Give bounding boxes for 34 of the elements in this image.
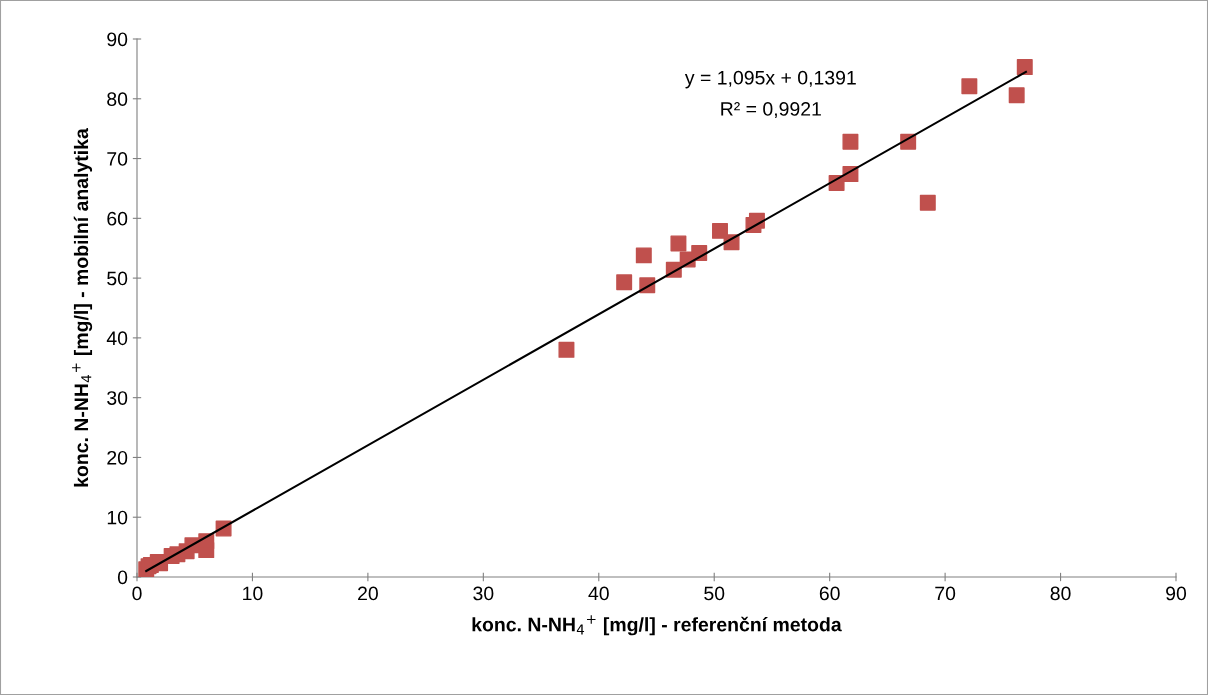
y-tick-label: 60 (107, 211, 128, 226)
x-tick-label: 60 (819, 586, 840, 601)
y-axis-title: konc. N-NH$_{4}$$^{+}$ [mg/l] - mobilní analytika (72, 128, 93, 487)
x-axis-title: konc. N-NH$_{4}$$^{+}$ [mg/l] - referenční metoda (472, 615, 842, 636)
point (635, 247, 652, 264)
annotation: y = 1,095x + 0,1391 (684, 70, 856, 89)
x-tick-label: 30 (473, 586, 494, 601)
x-tick-label: 80 (1050, 586, 1071, 601)
y-tick-label: 0 (117, 570, 128, 585)
point (1016, 59, 1033, 76)
point (961, 78, 978, 95)
y-tick-label: 20 (107, 450, 128, 465)
x-tick-label: 40 (588, 586, 609, 601)
point (919, 194, 936, 211)
y-tick-label: 10 (107, 510, 128, 525)
point (670, 235, 687, 252)
x-tick-label: 20 (358, 586, 378, 601)
point (1008, 87, 1025, 104)
point (712, 222, 728, 239)
point (842, 133, 859, 150)
point (558, 341, 575, 358)
x-tick-label: 0 (132, 586, 142, 601)
y-tick-label: 40 (106, 331, 128, 346)
y-tick-label: 50 (107, 271, 128, 286)
x-tick-label: 70 (935, 586, 956, 601)
point (616, 274, 633, 291)
y-tick-label: 30 (107, 391, 128, 405)
y-tick-label: 70 (107, 152, 128, 166)
y-tick-label: 90 (107, 32, 128, 47)
x-tick-label: 90 (1166, 586, 1187, 601)
annotation: R² = 0,9921 (721, 102, 821, 119)
x-tick-label: 10 (243, 586, 263, 601)
y-tick-label: 80 (107, 92, 128, 107)
x-tick-label: 50 (704, 586, 725, 601)
